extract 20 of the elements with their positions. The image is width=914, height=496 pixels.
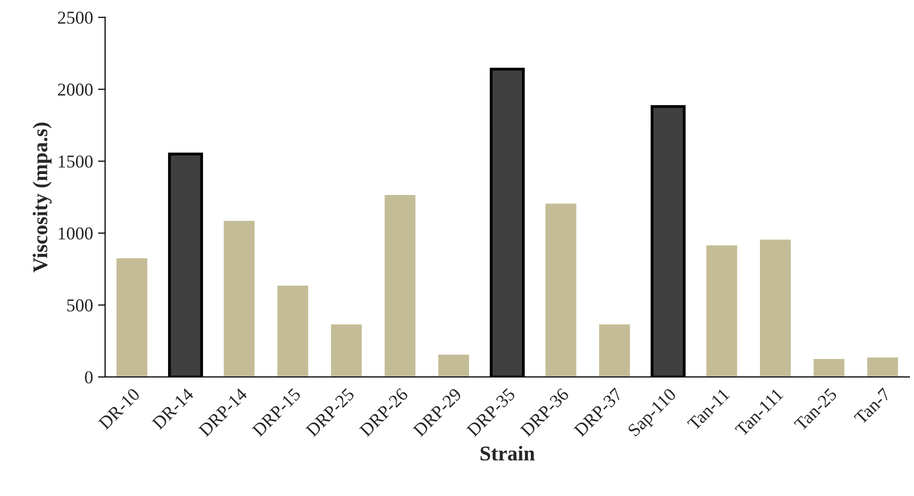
bar bbox=[276, 284, 310, 377]
bar bbox=[383, 194, 417, 377]
bar bbox=[436, 353, 470, 377]
bar bbox=[544, 202, 578, 377]
y-tick-label: 1500 bbox=[58, 155, 93, 168]
bar bbox=[330, 323, 364, 377]
bar bbox=[812, 358, 846, 377]
bar bbox=[115, 256, 149, 377]
bar bbox=[598, 323, 632, 377]
x-axis-title: Strain bbox=[480, 446, 535, 461]
y-tick-label: 1000 bbox=[58, 227, 93, 240]
bar bbox=[758, 238, 792, 377]
y-tick-label: 500 bbox=[67, 299, 93, 312]
y-axis-title: Viscosity (mpa.s) bbox=[32, 122, 52, 272]
bar bbox=[866, 356, 900, 377]
y-tick-label: 0 bbox=[84, 371, 93, 384]
y-tick-label: 2500 bbox=[58, 12, 93, 24]
bar bbox=[222, 219, 256, 377]
bar bbox=[704, 244, 739, 377]
y-tick-label: 2000 bbox=[58, 84, 93, 96]
